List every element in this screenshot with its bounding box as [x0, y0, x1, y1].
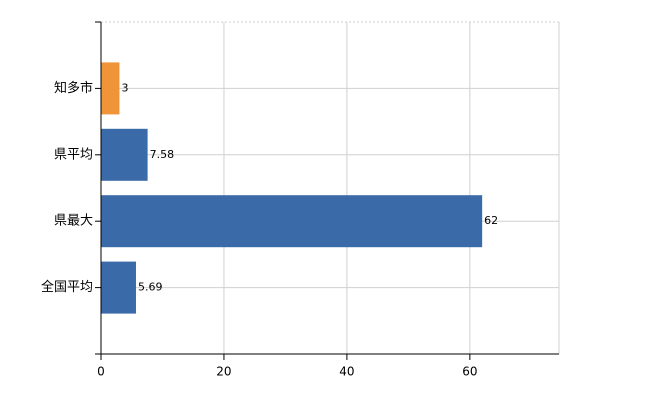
x-tick-label: 0	[97, 365, 105, 379]
y-tick-label: 全国平均	[41, 279, 93, 295]
x-tick-label: 60	[462, 365, 477, 379]
x-tick-label: 40	[339, 365, 354, 379]
value-label: 7.58	[150, 148, 175, 161]
x-tick-label: 20	[216, 365, 231, 379]
bar	[101, 128, 148, 181]
value-label: 5.69	[138, 281, 163, 294]
bar	[101, 261, 136, 314]
y-tick-label: 知多市	[54, 80, 93, 96]
value-label: 62	[484, 214, 498, 227]
bar	[101, 62, 120, 115]
bar	[101, 195, 483, 248]
value-label: 3	[121, 81, 128, 94]
y-tick-label: 県最大	[54, 214, 93, 229]
y-tick-label: 県平均	[54, 147, 93, 162]
